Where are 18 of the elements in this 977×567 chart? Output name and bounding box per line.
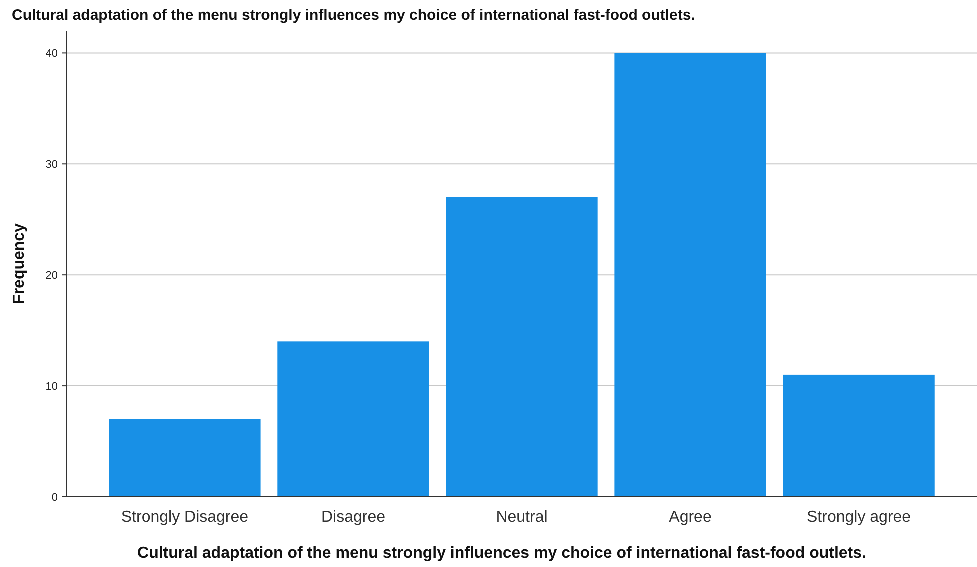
- x-tick-label: Disagree: [321, 509, 386, 526]
- y-axis-title: Frequency: [11, 223, 28, 304]
- bar: [278, 342, 430, 497]
- chart-title: Cultural adaptation of the menu strongly influences my choice of international fast-food outlets.: [12, 7, 696, 24]
- y-tick-label: 40: [46, 48, 58, 60]
- x-tick-label: Strongly agree: [807, 509, 912, 526]
- x-tick-label: Agree: [669, 509, 712, 526]
- x-tick-label: Neutral: [496, 509, 548, 526]
- bar: [109, 419, 261, 497]
- x-axis-title: Cultural adaptation of the menu strongly influences my choice of international fast-food outlets.: [138, 545, 866, 562]
- bar: [783, 374, 935, 497]
- bar: [446, 197, 598, 497]
- bar: [614, 53, 766, 497]
- y-tick-label: 30: [46, 158, 58, 171]
- y-tick-label: 0: [52, 492, 58, 504]
- y-tick-label: 10: [46, 380, 58, 393]
- x-tick-label: Strongly Disagree: [121, 509, 249, 526]
- y-tick-label: 20: [46, 270, 58, 282]
